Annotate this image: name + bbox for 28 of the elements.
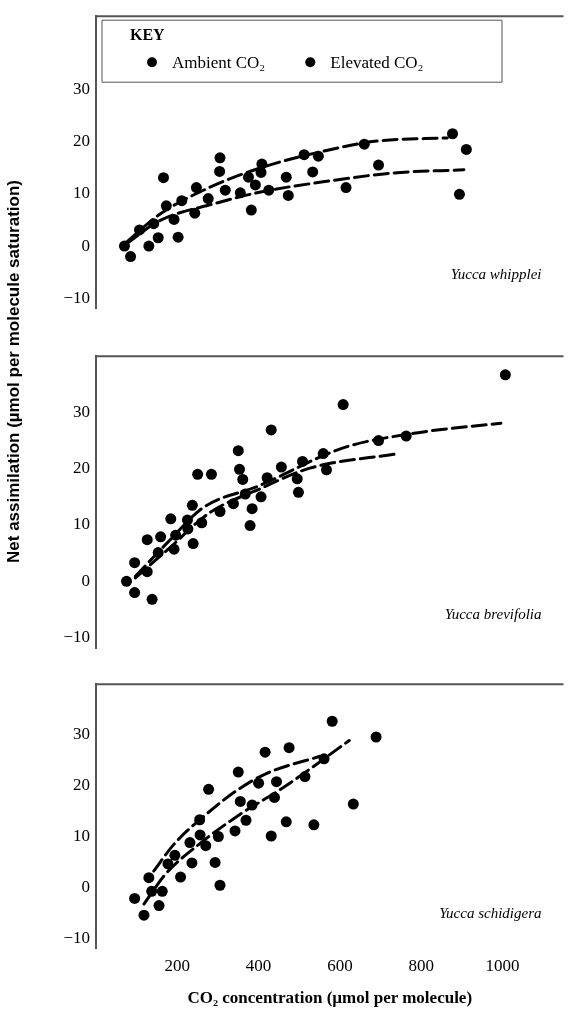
y-tick-label: 20 — [73, 458, 90, 478]
y-tick-label: −10 — [63, 287, 90, 307]
y-tick-label: 30 — [73, 724, 90, 744]
annotation: Yucca whipplei — [450, 265, 542, 282]
annotation: Yucca brevifolia — [444, 605, 542, 622]
y-tick-label: −10 — [63, 627, 90, 647]
y-axis-title: Net assimilation (µmol per molecule saturation) — [4, 179, 24, 565]
annotation: Yucca schidigera — [439, 905, 542, 922]
x-tick-label: 400 — [245, 955, 272, 975]
legend-title: KEY — [130, 26, 166, 44]
y-tick-label: −10 — [63, 927, 90, 947]
x-tick-label: 600 — [327, 955, 353, 975]
legend-label: Ambient CO₂ — [172, 52, 266, 72]
y-tick-label: 10 — [73, 514, 90, 534]
y-tick-label: 10 — [73, 183, 90, 203]
x-axis-title: CO₂ concentration (µmol per molecule) — [187, 988, 473, 1008]
y-tick-label: 0 — [81, 235, 90, 255]
y-tick-label: 20 — [73, 131, 90, 151]
x-tick-label: 800 — [408, 955, 434, 975]
y-tick-label: 0 — [81, 876, 90, 896]
y-tick-label: 30 — [73, 78, 90, 98]
y-tick-label: 0 — [81, 570, 90, 590]
x-tick-label: 1000 — [485, 955, 520, 975]
y-tick-label: 20 — [73, 775, 90, 795]
x-tick-label: 200 — [164, 955, 191, 975]
y-tick-label: 10 — [73, 825, 90, 845]
legend-label: Elevated CO₂ — [330, 52, 424, 72]
y-tick-label: 30 — [73, 401, 90, 421]
